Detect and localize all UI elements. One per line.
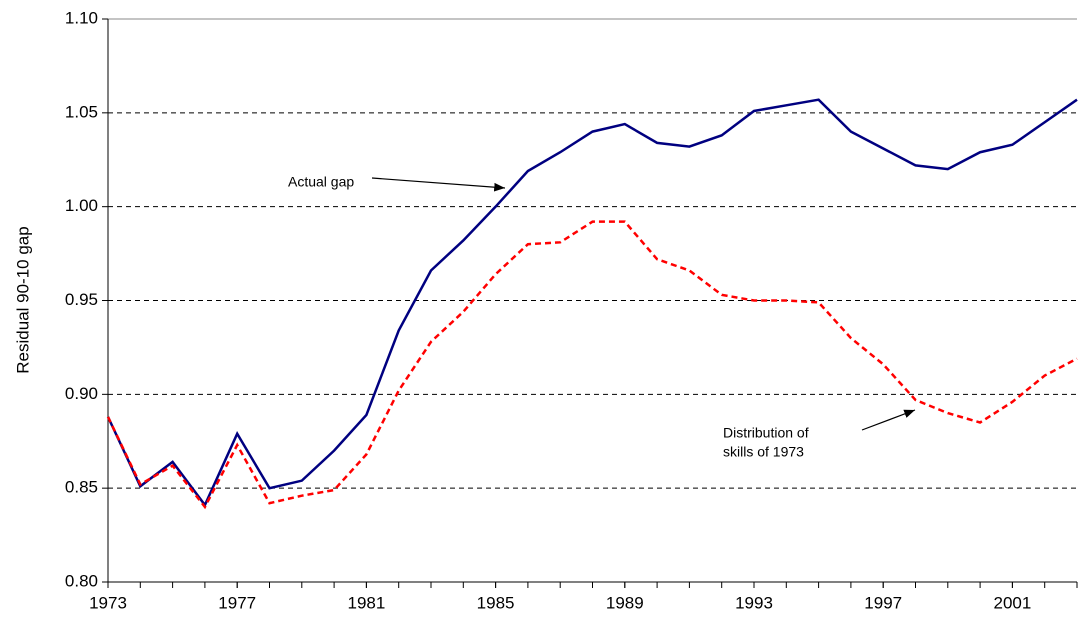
x-tick-label: 1985 <box>477 593 515 612</box>
y-tick-label: 0.80 <box>65 571 98 590</box>
y-tick-label: 0.95 <box>65 290 98 309</box>
y-tick-label: 1.05 <box>65 102 98 121</box>
x-tick-label: 2001 <box>993 593 1031 612</box>
x-tick-label: 1989 <box>606 593 644 612</box>
y-tick-label: 0.85 <box>65 478 98 497</box>
annotation: skills of 1973 <box>723 444 804 460</box>
annotation: Actual gap <box>288 174 354 190</box>
annotation: Distribution of <box>723 425 809 441</box>
y-axis-label: Residual 90-10 gap <box>13 226 32 373</box>
x-tick-label: 1981 <box>347 593 385 612</box>
x-tick-label: 1977 <box>218 593 256 612</box>
y-tick-label: 0.90 <box>65 384 98 403</box>
annotation-arrow <box>371 177 506 192</box>
x-tick-label: 1997 <box>864 593 902 612</box>
y-tick-label: 1.00 <box>65 196 98 215</box>
y-tick-label: 1.10 <box>65 8 98 27</box>
x-tick-label: 1973 <box>89 593 127 612</box>
data-line <box>106 220 1078 510</box>
annotation-arrow <box>861 409 916 431</box>
data-line <box>106 98 1078 508</box>
x-tick-label: 1993 <box>735 593 773 612</box>
